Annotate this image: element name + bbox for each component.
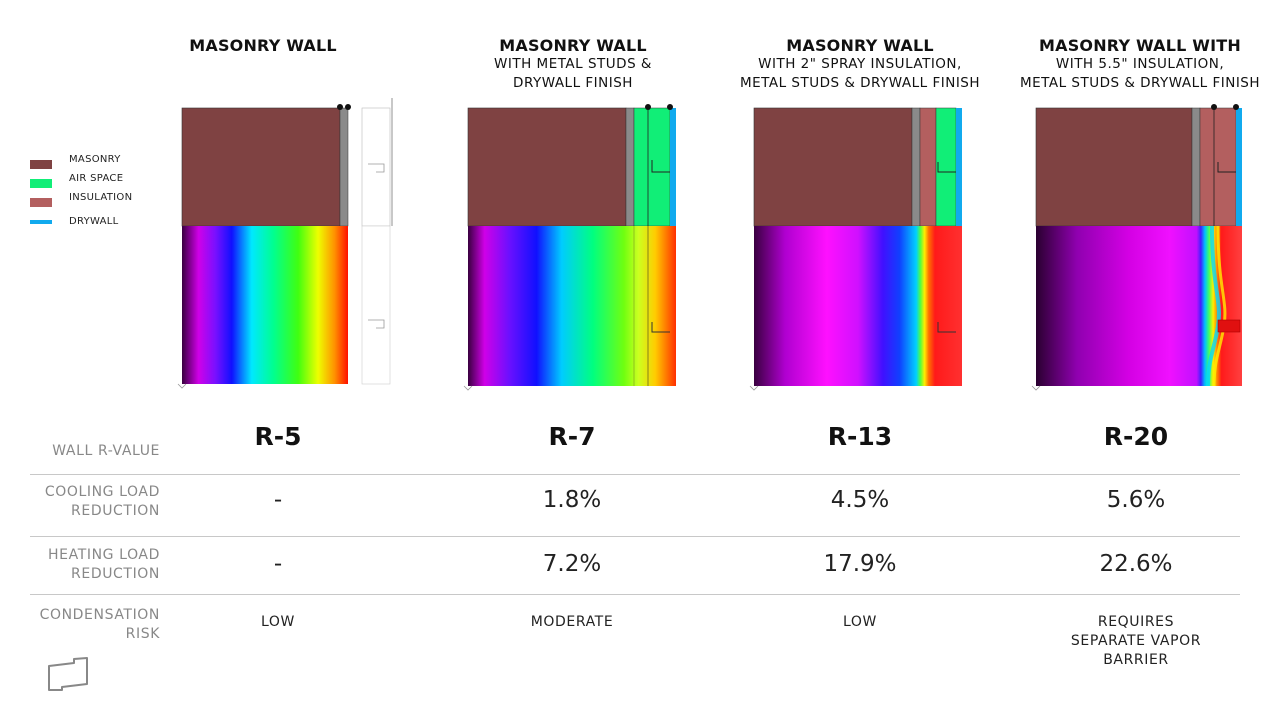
row-divider [30, 594, 1240, 595]
column-title-4: MASONRY WALL WITH WITH 5.5" INSULATION, … [1000, 36, 1280, 93]
column-heading: MASONRY WALL [499, 36, 647, 55]
cooling-value-1: - [273, 487, 283, 513]
legend-label: DRYWALL [69, 216, 119, 227]
air-gap-outline [361, 107, 391, 227]
insulation-swatch [30, 198, 52, 207]
row-divider [30, 536, 1240, 537]
stud-layer [1191, 107, 1201, 227]
risk-value-3: LOW [843, 614, 877, 630]
insulation-layer [919, 107, 937, 227]
wall-section-4 [1031, 104, 1242, 391]
column-subheading: WITH 2" SPRAY INSULATION, [758, 56, 962, 72]
r-value-1: R-5 [254, 422, 302, 451]
drywall-layer [956, 108, 962, 226]
r-value-2: R-7 [548, 422, 596, 451]
heating-value-3: 17.9% [823, 551, 897, 577]
row-label-line: COOLING LOAD [44, 484, 160, 500]
risk-value-1: LOW [261, 614, 295, 630]
wall-section-3 [749, 107, 962, 391]
column-subheading: METAL STUDS & DRYWALL FINISH [739, 75, 981, 91]
column-subheading: METAL STUDS & DRYWALL FINISH [1019, 75, 1261, 91]
stud-layer [625, 107, 635, 227]
heating-value-2: 7.2% [542, 551, 602, 577]
risk-line: REQUIRES [1097, 614, 1175, 630]
row-label-line: REDUCTION [71, 566, 160, 582]
r-value-3: R-13 [827, 422, 893, 451]
risk-value-2: MODERATE [530, 614, 614, 630]
row-label-line: REDUCTION [71, 503, 160, 519]
row-label-cooling: COOLING LOAD REDUCTION [10, 483, 160, 521]
thermal-gradient [182, 226, 348, 384]
masonry-layer [753, 107, 913, 227]
column-heading: MASONRY WALL [786, 36, 934, 55]
row-label-line: HEATING LOAD [48, 547, 160, 563]
legend-item-air-space: AIR SPACE [30, 173, 123, 188]
column-title-1: MASONRY WALL [163, 36, 363, 55]
air-space-swatch [30, 179, 52, 188]
heating-value-1: - [273, 551, 283, 577]
cooling-value-4: 5.6% [1106, 487, 1166, 513]
risk-value-4: REQUIRES SEPARATE VAPOR BARRIER [1036, 613, 1236, 670]
node-marker [645, 104, 651, 110]
wall-diagrams [177, 98, 1242, 391]
legend-item-drywall: DRYWALL [30, 216, 118, 227]
node-marker [345, 104, 351, 110]
heating-value-4: 22.6% [1099, 551, 1173, 577]
risk-line: SEPARATE VAPOR [1070, 633, 1202, 649]
row-label-line: CONDENSATION [39, 607, 160, 623]
r-value-4: R-20 [1103, 422, 1169, 451]
legend-item-masonry: MASONRY [30, 154, 120, 169]
row-label-heating: HEATING LOAD REDUCTION [10, 546, 160, 584]
column-subheading: WITH 5.5" INSULATION, [1055, 56, 1225, 72]
masonry-layer [467, 107, 627, 227]
drywall-swatch [30, 220, 52, 224]
cooling-value-3: 4.5% [830, 487, 890, 513]
column-subheading: WITH METAL STUDS & [494, 56, 652, 72]
wall-outline-icon [48, 657, 88, 691]
node-marker [667, 104, 673, 110]
stud-layer [339, 107, 349, 227]
column-heading: MASONRY WALL WITH [1038, 36, 1241, 55]
row-label-r-value: WALL R-VALUE [52, 443, 160, 459]
air-space-layer [935, 107, 957, 227]
masonry-swatch [30, 160, 52, 169]
row-label-condensation: CONDENSATION RISK [10, 606, 160, 644]
column-subheading: DRYWALL FINISH [513, 75, 633, 91]
thermal-gradient [754, 226, 962, 386]
legend-label: AIR SPACE [69, 173, 124, 184]
drywall-layer [670, 108, 676, 226]
node-marker [337, 104, 343, 110]
stud-layer [911, 107, 921, 227]
drywall-layer [1236, 108, 1242, 226]
legend-item-insulation: INSULATION [30, 192, 132, 207]
row-divider [30, 474, 1240, 475]
node-marker [1233, 104, 1239, 110]
thermal-gradient [468, 226, 676, 386]
node-marker [1211, 104, 1217, 110]
legend-label: MASONRY [69, 154, 121, 165]
wall-section-2 [463, 104, 676, 391]
legend-label: INSULATION [69, 192, 133, 203]
column-title-3: MASONRY WALL WITH 2" SPRAY INSULATION, M… [720, 36, 1000, 93]
thermal-gradient [1036, 226, 1242, 386]
column-title-2: MASONRY WALL WITH METAL STUDS & DRYWALL … [458, 36, 688, 93]
wall-section-1 [177, 98, 393, 389]
masonry-layer [1035, 107, 1193, 227]
risk-line: BARRIER [1103, 652, 1169, 668]
column-heading: MASONRY WALL [189, 36, 337, 55]
masonry-layer [181, 107, 341, 227]
cooling-value-2: 1.8% [542, 487, 602, 513]
row-label-line: RISK [125, 626, 160, 642]
